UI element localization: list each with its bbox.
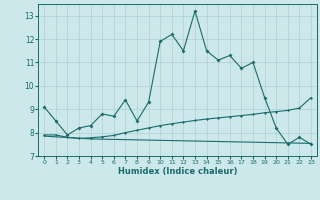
X-axis label: Humidex (Indice chaleur): Humidex (Indice chaleur) [118,167,237,176]
